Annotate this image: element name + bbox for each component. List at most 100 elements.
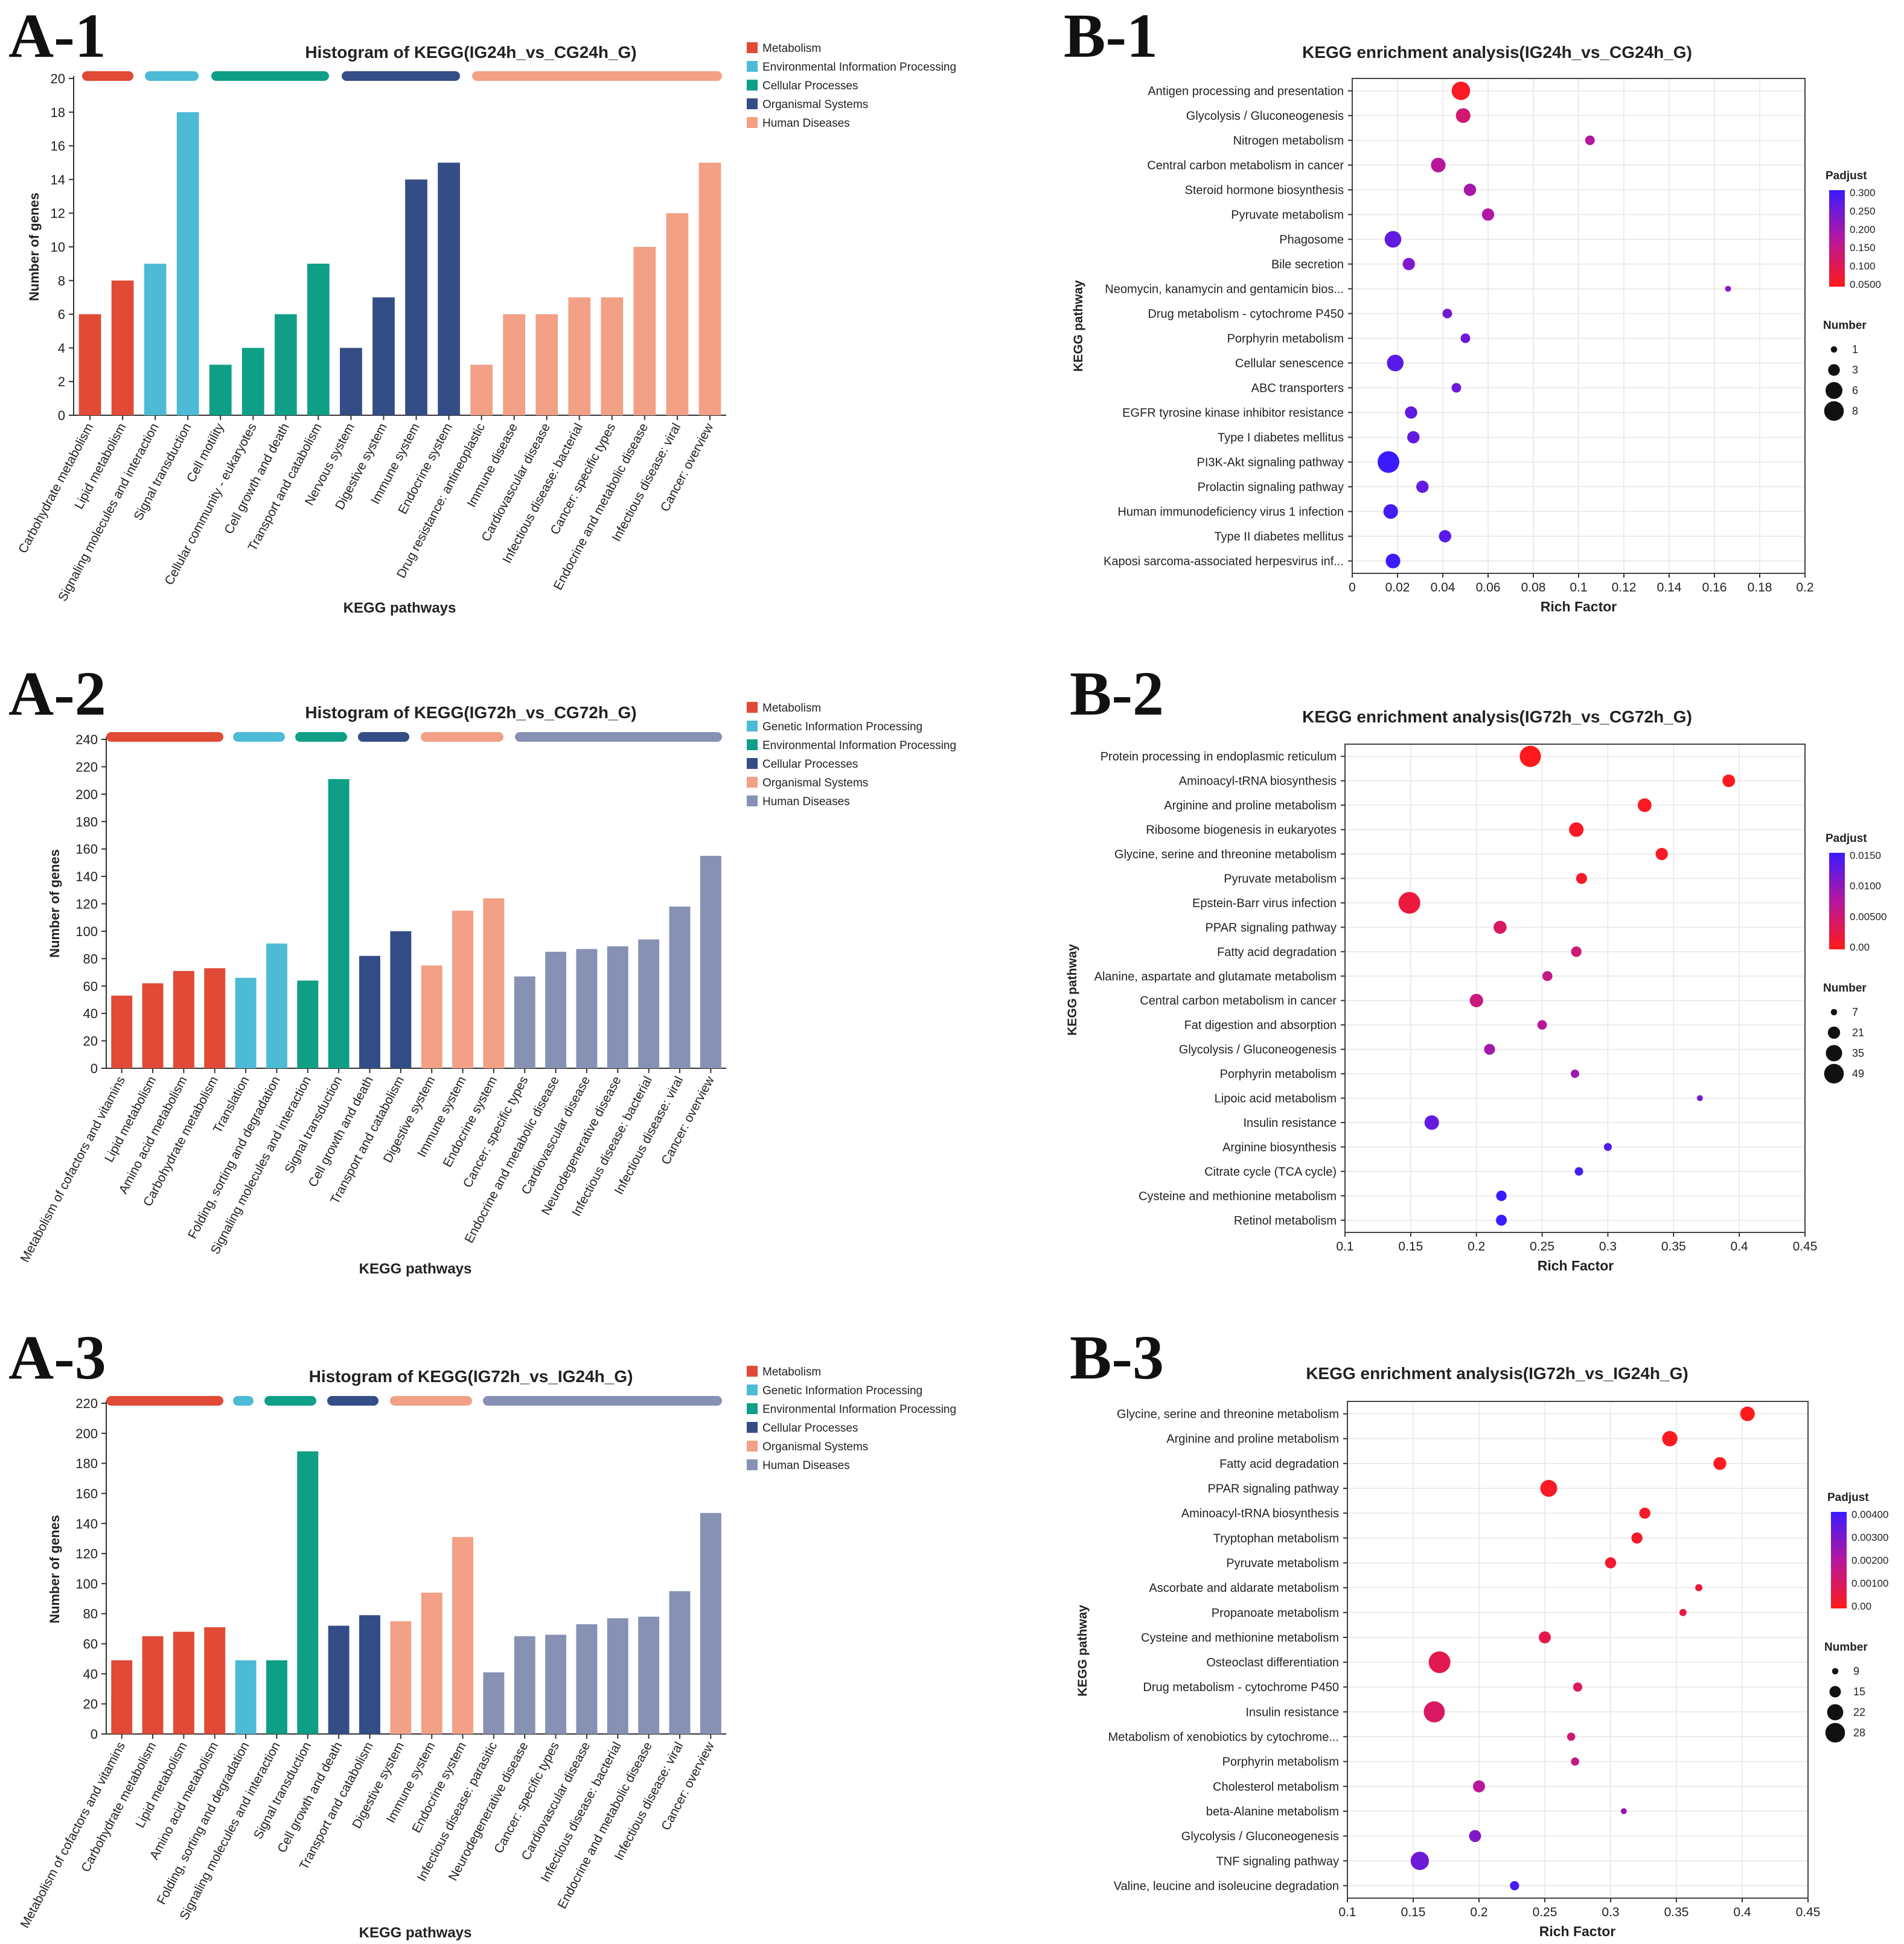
pathway-label: Antigen processing and presentation bbox=[1148, 85, 1344, 98]
chart-title: Histogram of KEGG(IG72h_vs_IG24h_G) bbox=[309, 1367, 633, 1386]
y-tick-label: 120 bbox=[75, 1546, 98, 1561]
size-legend-dot bbox=[1830, 1009, 1838, 1016]
pathway-label: Porphyrin metabolism bbox=[1227, 333, 1344, 346]
x-tick-label: 0.35 bbox=[1664, 1905, 1689, 1919]
data-point bbox=[1484, 1044, 1495, 1055]
bar bbox=[607, 1618, 628, 1734]
data-point bbox=[1384, 231, 1402, 248]
y-tick-label: 180 bbox=[75, 814, 98, 829]
size-legend-dot bbox=[1830, 346, 1838, 353]
colorbar-tick-label: 0.100 bbox=[1850, 261, 1876, 272]
y-axis-label: KEGG pathway bbox=[1072, 280, 1085, 372]
legend-swatch bbox=[747, 758, 758, 769]
y-tick-label: 20 bbox=[83, 1034, 98, 1049]
bar bbox=[142, 983, 164, 1068]
data-point bbox=[1740, 1406, 1755, 1421]
group-bar bbox=[342, 71, 460, 81]
x-tick-label: 0.45 bbox=[1793, 1240, 1818, 1254]
data-point bbox=[1567, 1732, 1576, 1741]
legend-swatch bbox=[747, 777, 758, 788]
data-point bbox=[1387, 354, 1404, 372]
y-tick-label: 240 bbox=[75, 732, 98, 747]
data-point bbox=[1603, 1142, 1612, 1151]
data-point bbox=[1542, 971, 1553, 981]
pathway-label: Arginine and proline metabolism bbox=[1166, 1433, 1339, 1446]
x-axis-label: Rich Factor bbox=[1538, 1258, 1614, 1273]
group-bar bbox=[358, 732, 409, 742]
data-point bbox=[1662, 1431, 1678, 1447]
panel-label-b2: B-2 bbox=[1070, 659, 1164, 728]
x-tick-label: 0.1 bbox=[1338, 1905, 1356, 1919]
bar bbox=[78, 314, 101, 415]
x-tick-label: 0.14 bbox=[1657, 581, 1682, 594]
bar bbox=[111, 1660, 133, 1734]
bar bbox=[638, 1616, 660, 1734]
x-tick-label: 0.18 bbox=[1748, 581, 1772, 594]
panel-label-a2: A-2 bbox=[8, 659, 106, 728]
pathway-label: Drug metabolism - cytochrome P450 bbox=[1143, 1681, 1339, 1694]
bar bbox=[601, 297, 624, 415]
pathway-label: Central carbon metabolism in cancer bbox=[1147, 159, 1344, 173]
bar bbox=[545, 1634, 567, 1734]
size-legend-label: 21 bbox=[1852, 1027, 1864, 1039]
pathway-label: Protein processing in endoplasmic reticu… bbox=[1101, 750, 1337, 763]
y-tick-label: 220 bbox=[75, 1396, 98, 1411]
bar bbox=[470, 365, 493, 415]
size-legend-label: 35 bbox=[1852, 1047, 1864, 1059]
size-legend-label: 7 bbox=[1852, 1006, 1858, 1018]
pathway-label: Glycolysis / Gluconeogenesis bbox=[1186, 110, 1344, 123]
bar bbox=[390, 931, 412, 1068]
size-legend-title: Number bbox=[1823, 319, 1867, 332]
y-tick-label: 80 bbox=[83, 951, 98, 966]
pathway-label: Kaposi sarcoma-associated herpesvirus in… bbox=[1104, 555, 1344, 569]
pathway-label: Arginine and proline metabolism bbox=[1164, 799, 1337, 812]
y-tick-label: 200 bbox=[75, 1426, 98, 1441]
size-legend-title: Number bbox=[1824, 1641, 1868, 1654]
bar bbox=[669, 1591, 691, 1734]
colorbar-tick-label: 0.00300 bbox=[1851, 1532, 1888, 1543]
pathway-label: Retinol metabolism bbox=[1234, 1214, 1337, 1228]
y-axis-label: Number of genes bbox=[27, 193, 42, 301]
data-point bbox=[1519, 745, 1541, 767]
pathway-label: Type II diabetes mellitus bbox=[1214, 531, 1344, 544]
bar bbox=[421, 965, 442, 1068]
x-tick-label: 0.3 bbox=[1599, 1240, 1617, 1254]
x-tick-label: 0.1 bbox=[1336, 1240, 1353, 1254]
size-legend-dot bbox=[1827, 1026, 1841, 1039]
panel-label-a3: A-3 bbox=[8, 1323, 106, 1392]
colorbar-title: Padjust bbox=[1827, 1491, 1869, 1504]
y-tick-label: 14 bbox=[51, 172, 65, 187]
y-axis-label: Number of genes bbox=[47, 849, 62, 958]
bar bbox=[576, 1624, 598, 1734]
x-tick-label: 0.15 bbox=[1398, 1240, 1423, 1254]
colorbar-tick-label: 0.0500 bbox=[1850, 279, 1881, 290]
bar bbox=[669, 907, 691, 1068]
y-tick-label: 2 bbox=[58, 374, 65, 389]
plot-frame bbox=[1352, 78, 1806, 574]
pathway-label: Central carbon metabolism in cancer bbox=[1140, 995, 1337, 1008]
y-tick-label: 100 bbox=[75, 1576, 98, 1592]
y-tick-label: 80 bbox=[83, 1607, 98, 1622]
pathway-label: Fat digestion and absorption bbox=[1184, 1019, 1337, 1032]
group-bar bbox=[295, 732, 347, 742]
bar bbox=[372, 297, 395, 415]
data-point bbox=[1455, 108, 1471, 123]
data-point bbox=[1539, 1631, 1551, 1643]
enrichment-plot-b-1: 0 0.02 0.04 0.06 0.08 0.1 0.12 0.14 0.16 0.18 0.2 A… bbox=[1072, 43, 1881, 614]
bar-chart-a-2: 0 20 40 60 80 100 120 140 160 180 200 220 240 Metabol… bbox=[18, 702, 956, 1277]
x-tick-label: 0.25 bbox=[1530, 1240, 1554, 1254]
group-bar bbox=[327, 1396, 379, 1406]
data-point bbox=[1637, 798, 1652, 812]
data-point bbox=[1695, 1584, 1702, 1592]
bar bbox=[204, 1627, 226, 1734]
panel-label-b3: B-3 bbox=[1070, 1323, 1164, 1392]
y-tick-label: 140 bbox=[75, 869, 98, 884]
bar bbox=[535, 314, 558, 415]
data-point bbox=[1378, 451, 1399, 473]
legend-label: Organismal Systems bbox=[762, 777, 868, 789]
bar bbox=[274, 314, 297, 415]
size-legend-label: 15 bbox=[1853, 1686, 1865, 1698]
data-point bbox=[1383, 504, 1398, 519]
data-point bbox=[1620, 1808, 1627, 1814]
y-axis-label: Number of genes bbox=[47, 1515, 62, 1624]
